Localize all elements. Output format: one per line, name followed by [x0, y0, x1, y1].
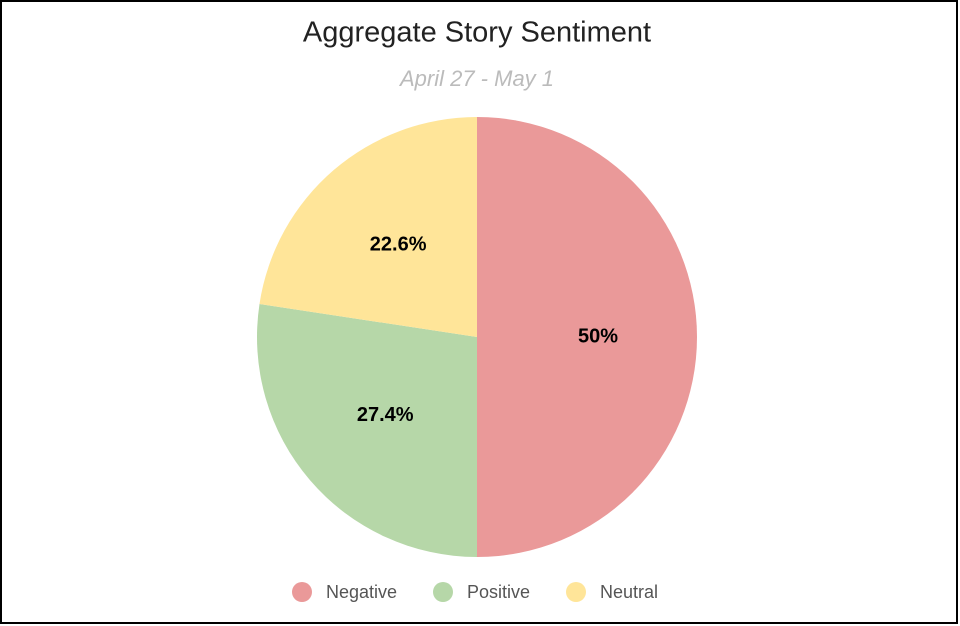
pie-slice [259, 117, 477, 337]
legend-swatch [433, 582, 453, 602]
legend-swatch [566, 582, 586, 602]
legend-label: Positive [467, 582, 530, 602]
data-label: 27.4% [357, 404, 414, 426]
legend-label: Negative [326, 582, 397, 602]
chart-title: Aggregate Story Sentiment [303, 17, 651, 49]
chart-subtitle: April 27 - May 1 [398, 66, 554, 91]
legend-label: Neutral [600, 582, 658, 602]
data-label: 50% [578, 325, 618, 347]
pie-slice [477, 117, 697, 557]
pie-slice [257, 303, 477, 557]
data-label: 22.6% [370, 234, 427, 256]
legend-swatch [292, 582, 312, 602]
